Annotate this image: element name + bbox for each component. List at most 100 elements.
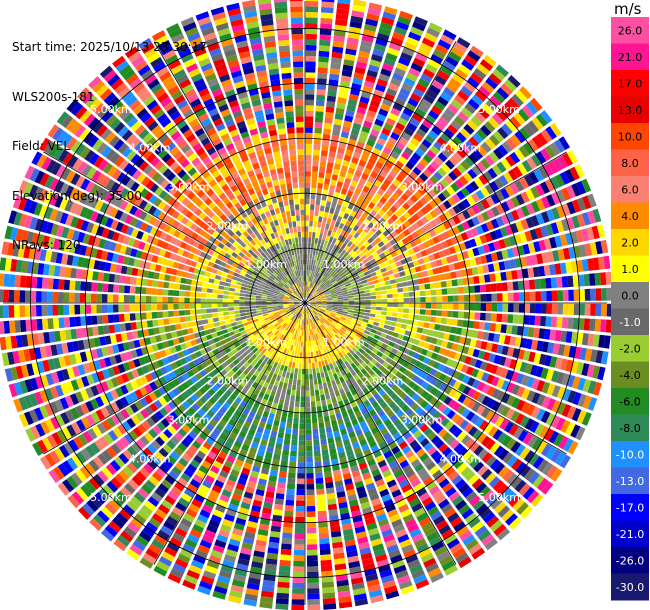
radar-bin bbox=[309, 306, 314, 310]
radar-bin bbox=[592, 381, 602, 396]
radar-bin bbox=[496, 483, 509, 496]
radar-bin bbox=[357, 330, 364, 336]
radar-bin bbox=[365, 326, 372, 332]
radar-bin bbox=[368, 332, 376, 338]
radar-bin bbox=[410, 344, 418, 352]
radar-bin bbox=[352, 192, 359, 200]
radar-bin bbox=[288, 406, 294, 413]
radar-bin bbox=[206, 308, 213, 314]
radar-bin bbox=[347, 312, 354, 316]
radar-bin bbox=[397, 16, 411, 26]
radar-bin bbox=[393, 469, 404, 479]
radar-bin bbox=[319, 318, 325, 324]
radar-bin bbox=[372, 123, 382, 132]
radar-bin bbox=[376, 303, 382, 307]
radar-bin bbox=[286, 483, 295, 490]
radar-bin bbox=[476, 161, 487, 173]
radar-bin bbox=[429, 199, 438, 209]
radar-bin bbox=[412, 166, 422, 176]
radar-bin bbox=[333, 327, 340, 333]
radar-bin bbox=[323, 257, 328, 264]
radar-bin bbox=[358, 136, 367, 144]
radar-bin bbox=[313, 265, 317, 272]
radar-bin bbox=[305, 346, 308, 353]
radar-bin bbox=[445, 56, 459, 67]
radar-bin bbox=[322, 234, 327, 241]
radar-bin bbox=[310, 198, 316, 205]
radar-bin bbox=[299, 429, 305, 435]
radar-bin bbox=[420, 98, 432, 109]
radar-bin bbox=[430, 337, 438, 345]
radar-bin bbox=[338, 241, 344, 248]
radar-bin bbox=[310, 390, 315, 397]
radar-bin bbox=[351, 217, 359, 225]
radar-bin bbox=[379, 22, 393, 31]
radar-bin bbox=[305, 99, 314, 106]
radar-bin bbox=[157, 319, 164, 326]
radar-bin bbox=[506, 137, 517, 150]
radar-bin bbox=[567, 440, 579, 455]
radar-bin bbox=[437, 458, 448, 469]
radar-bin bbox=[370, 306, 377, 310]
radar-bin bbox=[316, 255, 320, 262]
radar-bin bbox=[321, 284, 327, 289]
radar-bin bbox=[407, 122, 418, 132]
radar-bin bbox=[292, 571, 305, 578]
radar-bin bbox=[348, 305, 355, 308]
radar-bin bbox=[583, 318, 591, 331]
radar-bin bbox=[458, 504, 471, 515]
radar-bin bbox=[369, 258, 376, 264]
radar-bin bbox=[284, 510, 294, 517]
radar-bin bbox=[419, 363, 428, 371]
radar-bin bbox=[428, 109, 440, 120]
radar-bin bbox=[426, 149, 437, 160]
radar-bin bbox=[366, 139, 376, 147]
radar-bin bbox=[500, 368, 509, 379]
radar-bin bbox=[586, 227, 595, 241]
radar-bin bbox=[307, 307, 310, 313]
radar-bin bbox=[561, 404, 572, 418]
radar-bin bbox=[360, 154, 369, 163]
radar-bin bbox=[541, 381, 551, 394]
radar-bin bbox=[495, 109, 508, 122]
radar-bin bbox=[407, 216, 416, 225]
radar-bin bbox=[390, 151, 400, 160]
radar-bin bbox=[297, 379, 301, 386]
radar-bin bbox=[521, 401, 531, 414]
radar-bin bbox=[536, 477, 549, 492]
radar-bin bbox=[336, 8, 350, 16]
radar-bin bbox=[515, 220, 524, 232]
radar-bin bbox=[337, 198, 344, 206]
radar-bin bbox=[348, 307, 355, 311]
radar-bin bbox=[430, 289, 437, 296]
radar-bin bbox=[313, 439, 320, 446]
radar-bin bbox=[395, 188, 404, 197]
radar-bin bbox=[310, 384, 314, 391]
radar-bin bbox=[340, 350, 347, 356]
radar-bin bbox=[477, 245, 485, 255]
radar-bin bbox=[345, 149, 353, 157]
radar-bin bbox=[407, 454, 418, 464]
radar-bin bbox=[551, 385, 561, 398]
radar-bin bbox=[308, 242, 311, 249]
radar-bin bbox=[222, 299, 229, 303]
radar-bin bbox=[354, 336, 361, 342]
radar-bin bbox=[346, 314, 353, 318]
radar-bin bbox=[415, 448, 426, 458]
radar-bin bbox=[367, 376, 375, 384]
radar-bin bbox=[3, 320, 10, 334]
radar-bin bbox=[348, 384, 355, 391]
radar-bin bbox=[290, 450, 297, 457]
radar-bin bbox=[339, 136, 348, 144]
radar-bin bbox=[333, 318, 340, 322]
radar-bin bbox=[151, 296, 157, 303]
radar-bin bbox=[317, 313, 322, 318]
radar-bin bbox=[486, 208, 495, 219]
radar-bin bbox=[468, 152, 479, 164]
radar-bin bbox=[296, 484, 305, 490]
radar-bin bbox=[320, 295, 326, 298]
radar-bin bbox=[140, 304, 146, 312]
radar-bin bbox=[373, 244, 381, 251]
radar-bin bbox=[369, 288, 376, 293]
radar-bin bbox=[335, 107, 345, 115]
